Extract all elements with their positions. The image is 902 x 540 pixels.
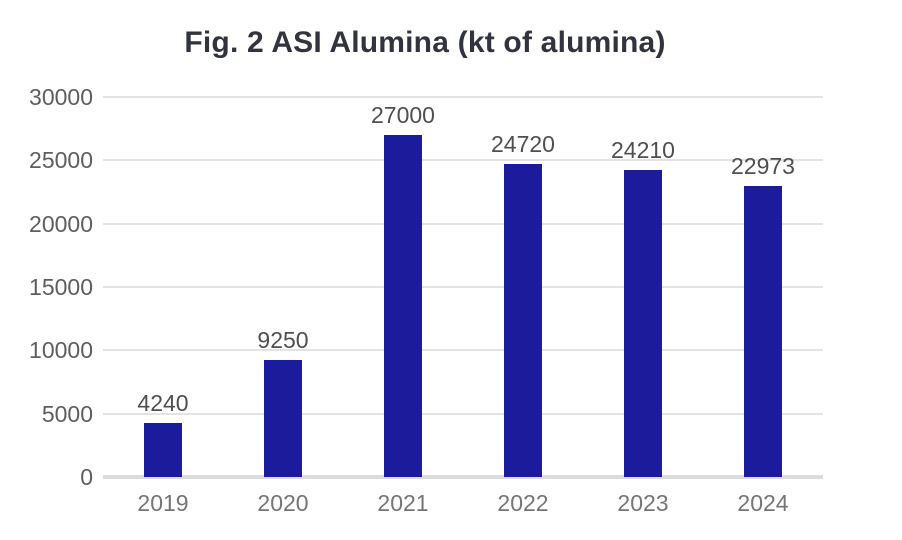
bar-value-label: 27000 <box>371 102 435 128</box>
y-axis-tick-label: 0 <box>80 464 93 490</box>
x-axis-category-label: 2020 <box>257 490 309 516</box>
bar-value-label: 9250 <box>257 326 309 353</box>
x-axis-category-label: 2019 <box>137 490 189 516</box>
bar <box>504 163 542 477</box>
bar <box>624 170 662 477</box>
x-axis-category-label: 2021 <box>377 490 429 516</box>
y-axis-tick-label: 20000 <box>29 210 93 237</box>
bar <box>744 186 782 477</box>
gridline <box>103 349 823 352</box>
x-axis-category-label: 2024 <box>737 490 789 516</box>
gridline <box>103 286 823 288</box>
gridline <box>103 412 823 415</box>
y-axis-tick-label: 25000 <box>29 147 93 174</box>
y-axis-tick-label: 5000 <box>41 400 93 427</box>
y-axis-tick-label: 30000 <box>29 84 93 110</box>
gridline <box>103 222 823 225</box>
bar <box>144 423 182 477</box>
x-axis-baseline <box>103 475 823 479</box>
bar-value-label: 24210 <box>611 137 675 164</box>
bar-value-label: 24720 <box>491 130 555 157</box>
y-axis-tick-label: 15000 <box>29 274 93 300</box>
gridline <box>103 96 823 98</box>
gridline <box>103 159 823 162</box>
bar <box>384 135 422 477</box>
x-axis-category-label: 2023 <box>617 490 669 516</box>
bar-value-label: 22973 <box>731 153 795 179</box>
bar-value-label: 4240 <box>137 390 189 417</box>
x-axis-category-label: 2022 <box>497 490 549 516</box>
chart-title: Fig. 2 ASI Alumina (kt of alumina) <box>184 26 666 59</box>
y-axis-tick-label: 10000 <box>29 337 93 364</box>
bar <box>264 359 302 477</box>
